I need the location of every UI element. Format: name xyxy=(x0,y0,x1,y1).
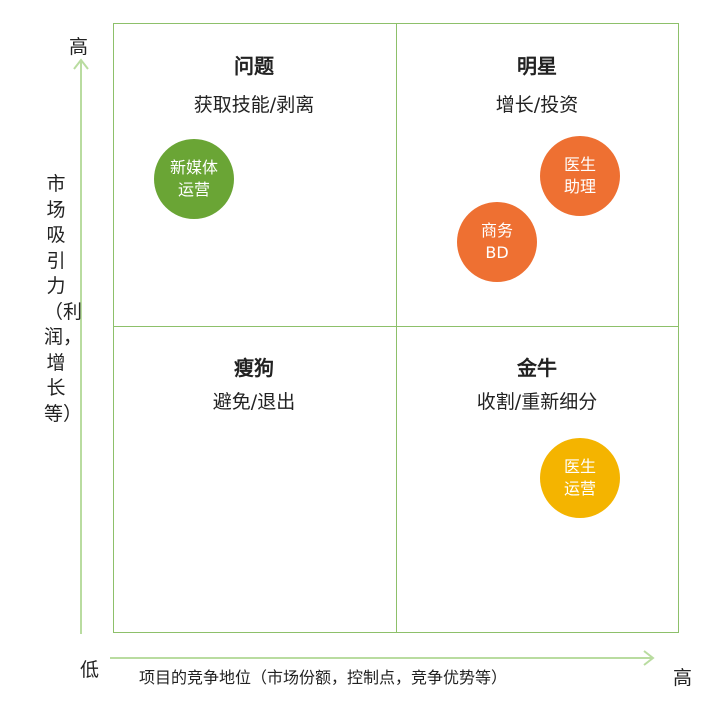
quadrant-cow-title: 金牛 xyxy=(517,356,557,380)
grid-vertical-divider xyxy=(396,23,397,633)
y-axis-high-label: 高 xyxy=(69,36,89,58)
quadrant-question-subtitle: 获取技能/剥离 xyxy=(193,94,315,116)
bubble-doctor-ops: 医生 运营 xyxy=(540,438,620,518)
quadrant-question-title: 问题 xyxy=(234,54,274,78)
quadrant-dog-subtitle: 避免/退出 xyxy=(212,391,296,413)
x-axis-high-label: 高 xyxy=(673,667,693,689)
bubble-new-media: 新媒体 运营 xyxy=(154,139,234,219)
bubble-business-bd: 商务 BD xyxy=(457,202,537,282)
x-axis-low-label: 低 xyxy=(80,659,100,681)
quadrant-star-title: 明星 xyxy=(517,54,557,78)
bubble-doctor-assistant: 医生 助理 xyxy=(540,136,620,216)
quadrant-dog-title: 瘦狗 xyxy=(234,356,274,380)
quadrant-cow-subtitle: 收割/重新细分 xyxy=(476,391,598,413)
quadrant-star-subtitle: 增长/投资 xyxy=(495,94,579,116)
grid-horizontal-divider xyxy=(113,326,679,327)
x-axis-title: 项目的竞争地位（市场份额，控制点，竞争优势等） xyxy=(139,668,508,687)
y-axis-title: 市场吸引力（利润，增长等） xyxy=(44,173,83,425)
x-axis-arrow xyxy=(110,650,655,666)
y-axis-arrow xyxy=(73,58,89,634)
